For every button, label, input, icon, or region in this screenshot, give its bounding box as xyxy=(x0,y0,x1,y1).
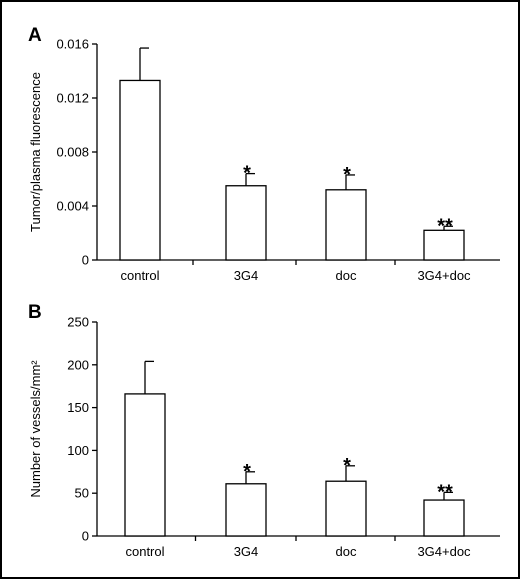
y-axis-title: Number of vessels/mm² xyxy=(28,360,43,498)
bar-3G4+doc xyxy=(423,499,465,537)
significance-marker: ** xyxy=(437,215,453,237)
panel-letter: A xyxy=(28,25,42,46)
x-tick-label: doc xyxy=(336,268,357,283)
panel-letter: B xyxy=(28,302,42,323)
x-tick-label: control xyxy=(125,544,164,559)
y-tick-label: 0 xyxy=(82,529,89,544)
significance-marker: * xyxy=(343,455,351,477)
bar-control xyxy=(119,79,161,261)
y-tick-label: 150 xyxy=(67,400,89,415)
bar-control xyxy=(124,393,166,537)
y-tick-label: 100 xyxy=(67,443,89,458)
bar-3G4 xyxy=(225,483,267,537)
y-tick-label: 250 xyxy=(67,315,89,330)
x-tick-label: 3G4+doc xyxy=(417,544,471,559)
y-tick-label: 0.016 xyxy=(56,37,89,52)
y-tick-label: 0.012 xyxy=(56,91,89,106)
x-tick-label: control xyxy=(120,268,159,283)
significance-marker: * xyxy=(343,164,351,186)
y-tick-label: 50 xyxy=(75,486,89,501)
x-tick-label: 3G4 xyxy=(234,544,259,559)
x-tick-label: 3G4 xyxy=(234,268,259,283)
significance-marker: * xyxy=(243,163,251,185)
x-tick-label: 3G4+doc xyxy=(417,268,471,283)
x-tick-label: doc xyxy=(336,544,357,559)
bar-doc xyxy=(325,480,367,537)
y-tick-label: 0.008 xyxy=(56,145,89,160)
y-tick-label: 0.004 xyxy=(56,199,89,214)
significance-marker: ** xyxy=(437,481,453,503)
significance-marker: * xyxy=(243,461,251,483)
y-tick-label: 0 xyxy=(82,253,89,268)
y-axis-title: Tumor/plasma fluorescence xyxy=(28,72,43,232)
y-tick-label: 200 xyxy=(67,357,89,372)
bar-3G4 xyxy=(225,185,267,261)
bar-doc xyxy=(325,189,367,261)
